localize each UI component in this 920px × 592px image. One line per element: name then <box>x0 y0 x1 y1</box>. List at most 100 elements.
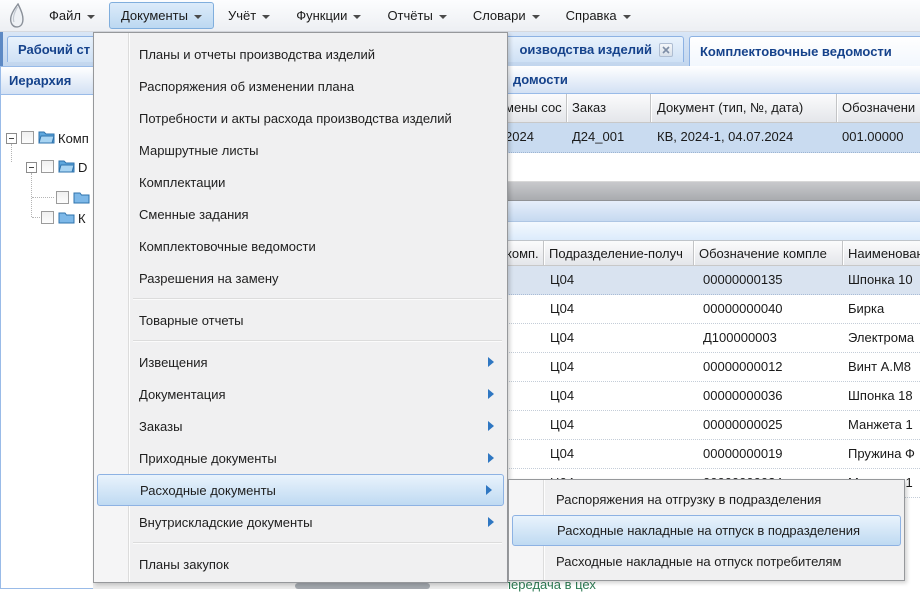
menu-item[interactable]: Комплектовочные ведомости <box>96 230 505 262</box>
cell: Д100000003 <box>703 330 777 345</box>
menubar-item-documents[interactable]: Документы <box>108 2 214 29</box>
menubar-item-label: Учёт <box>227 8 257 23</box>
cell: 00000000025 <box>703 417 783 432</box>
menu-item-label: Разрешения на замену <box>139 270 279 286</box>
chevron-down-icon <box>262 14 271 19</box>
menu-item[interactable]: Разрешения на замену <box>96 262 505 294</box>
cell: 00000000040 <box>703 301 783 316</box>
column-separator <box>693 241 694 265</box>
menubar-item-functions[interactable]: Функции <box>284 2 373 29</box>
column-header[interactable]: Наименован <box>848 246 920 261</box>
menubar-item-file[interactable]: Файл <box>37 2 107 29</box>
tree-checkbox[interactable] <box>21 131 34 144</box>
menu-item-expense-documents[interactable]: Расходные документы <box>97 474 504 506</box>
menubar-item-accounting[interactable]: Учёт <box>216 2 282 29</box>
menu-separator <box>133 340 502 342</box>
column-header[interactable]: Обозначение компле <box>699 246 827 261</box>
tree-checkbox[interactable] <box>41 211 54 224</box>
column-header[interactable]: мены сос <box>505 100 562 115</box>
menu-item-label: Товарные отчеты <box>139 312 244 328</box>
tab-label: Комплектовочные ведомости <box>700 44 892 59</box>
cell: Бирка <box>848 301 885 316</box>
tree-connector <box>11 144 12 162</box>
menubar-item-dictionaries[interactable]: Словари <box>461 2 552 29</box>
cell: КВ, 2024-1, 04.07.2024 <box>657 129 794 144</box>
tree-connector <box>32 197 54 198</box>
menu-item-label: Извещения <box>139 354 208 370</box>
hierarchy-tree: Комп D К <box>1 95 299 555</box>
chevron-down-icon <box>353 14 362 19</box>
submenu-item-expense-invoices-departments[interactable]: Расходные накладные на отпуск в подразде… <box>512 515 901 546</box>
menu-item-label: Комплектации <box>139 174 226 190</box>
chevron-down-icon <box>438 14 447 19</box>
tree-checkbox[interactable] <box>41 160 54 173</box>
column-header[interactable]: Подразделение-получ <box>549 246 683 261</box>
cell: Шпонка 18 <box>848 388 913 403</box>
column-header[interactable]: комп. <box>506 246 539 261</box>
tree-node-label[interactable]: D <box>78 160 88 175</box>
column-header[interactable]: Документ (тип, №, дата) <box>657 100 804 115</box>
submenu-arrow-icon <box>488 517 494 527</box>
menu-item[interactable]: Документация <box>96 378 505 410</box>
submenu-arrow-icon <box>488 357 494 367</box>
submenu-item[interactable]: Расходные накладные на отпуск потребител… <box>511 546 902 577</box>
tree-expander[interactable] <box>6 133 17 144</box>
cell: Ц04 <box>550 330 575 345</box>
cell: Пружина Ф <box>848 446 915 461</box>
column-header[interactable]: Заказ <box>572 100 607 115</box>
cell: 2024 <box>505 129 534 144</box>
column-header[interactable]: Обозначени <box>842 100 916 115</box>
menubar-item-help[interactable]: Справка <box>554 2 643 29</box>
cell: 00000000036 <box>703 388 783 403</box>
menu-item[interactable]: Заказы <box>96 410 505 442</box>
submenu-arrow-icon <box>486 485 492 495</box>
menu-item-label: Расходные документы <box>140 482 276 498</box>
folder-icon <box>73 192 90 204</box>
menu-item[interactable]: Планы и отчеты производства изделий <box>96 38 505 70</box>
menu-item[interactable]: Комплектации <box>96 166 505 198</box>
menu-item-label: Сменные задания <box>139 206 249 222</box>
submenu-item[interactable]: Распоряжения на отгрузку в подразделения <box>511 484 902 515</box>
cell: Ц04 <box>550 301 575 316</box>
menubar-item-label: Файл <box>49 8 81 23</box>
menu-item[interactable]: Товарные отчеты <box>96 304 505 336</box>
column-separator <box>842 241 843 265</box>
menu-item[interactable]: Приходные документы <box>96 442 505 474</box>
menu-item[interactable]: Сменные задания <box>96 198 505 230</box>
menu-item[interactable]: Распоряжения об изменении плана <box>96 70 505 102</box>
horizontal-scrollbar[interactable] <box>93 583 508 589</box>
scrollbar-thumb[interactable] <box>295 583 430 589</box>
menu-item[interactable]: Извещения <box>96 346 505 378</box>
app-logo-icon <box>9 2 24 28</box>
cell: Ц04 <box>550 272 575 287</box>
tree-checkbox[interactable] <box>56 191 69 204</box>
menu-item[interactable]: Планы закупок <box>96 548 505 580</box>
menu-item[interactable]: Маршрутные листы <box>96 134 505 166</box>
menubar-item-label: Функции <box>296 8 348 23</box>
cell: 00000000135 <box>703 272 783 287</box>
chevron-down-icon <box>531 14 540 19</box>
menubar-item-label: Отчёты <box>387 8 433 23</box>
menu-item-label: Расходные накладные на отпуск потребител… <box>556 554 842 569</box>
menu-item[interactable]: Потребности и акты расхода производства … <box>96 102 505 134</box>
tab-label: Рабочий ст <box>18 42 91 57</box>
tree-connector <box>31 173 32 217</box>
tree-node-label[interactable]: Комп <box>58 131 89 146</box>
expense-documents-submenu: Распоряжения на отгрузку в подразделения… <box>508 479 905 581</box>
tree-expander[interactable] <box>26 162 37 173</box>
menu-item-label: Внутрискладские документы <box>139 514 313 530</box>
menu-item-label: Потребности и акты расхода производства … <box>139 110 452 126</box>
menubar-item-reports[interactable]: Отчёты <box>375 2 458 29</box>
chevron-down-icon <box>193 14 202 19</box>
tree-node-label[interactable]: К <box>78 211 86 226</box>
menu-bar: Файл Документы Учёт Функции Отчёты Слова… <box>0 0 920 32</box>
cell: 00000000012 <box>703 359 783 374</box>
tab-close-icon[interactable] <box>659 42 673 57</box>
menu-item-label: Маршрутные листы <box>139 142 259 158</box>
menu-item[interactable]: Внутрискладские документы <box>96 506 505 538</box>
cell: Ц04 <box>550 446 575 461</box>
tree-connector <box>32 217 40 218</box>
column-separator <box>566 94 567 122</box>
menu-item-label: Распоряжения об изменении плана <box>139 78 355 94</box>
tab-picking-lists[interactable]: Комплектовочные ведомости <box>689 36 920 66</box>
